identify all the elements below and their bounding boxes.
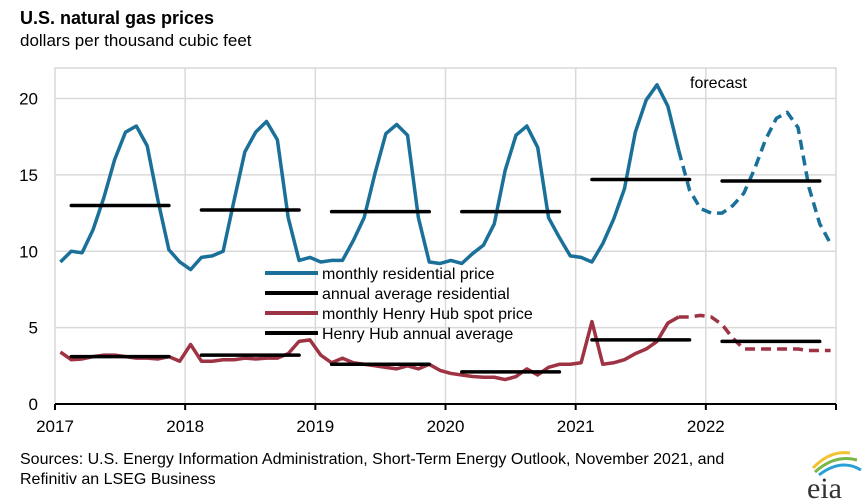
series-line-historical [59, 83, 681, 272]
legend-label: monthly residential price [322, 266, 495, 283]
legend-label: Henry Hub annual average [322, 326, 513, 343]
legend-label: monthly Henry Hub spot price [322, 306, 533, 323]
series-annual-average-residential [69, 177, 822, 214]
x-tick-label: 2020 [427, 417, 465, 436]
source-note: Sources: U.S. Energy Information Adminis… [20, 451, 725, 488]
y-tick-label: 20 [19, 90, 38, 109]
x-tick-label: 2019 [296, 417, 334, 436]
y-tick-label: 10 [19, 242, 38, 261]
x-tick-label: 2017 [36, 417, 74, 436]
chart-title: U.S. natural gas prices [20, 8, 215, 28]
y-tick-label: 5 [29, 319, 38, 338]
y-tick-label: 15 [19, 166, 38, 185]
forecast-annotation: forecast [690, 75, 747, 92]
series-henry-hub-annual-average [69, 338, 822, 374]
series-line-forecast [677, 110, 833, 245]
x-tick-label: 2022 [687, 417, 725, 436]
x-tick-label: 2018 [166, 417, 204, 436]
series-line-forecast [678, 313, 831, 353]
legend: monthly residential price annual average … [265, 266, 533, 343]
axes: 0 5 10 15 20 2017 2018 2019 2020 2021 2022 [19, 90, 837, 436]
legend-label: annual average residential [322, 286, 510, 303]
eia-logo: eia [807, 451, 862, 504]
svg-text:eia: eia [807, 472, 842, 504]
x-tick-label: 2021 [557, 417, 595, 436]
series-group [59, 83, 833, 382]
chart-subtitle: dollars per thousand cubic feet [20, 31, 252, 50]
gridlines [54, 67, 837, 405]
series-monthly-residential-price [59, 83, 833, 272]
y-tick-label: 0 [29, 395, 38, 414]
